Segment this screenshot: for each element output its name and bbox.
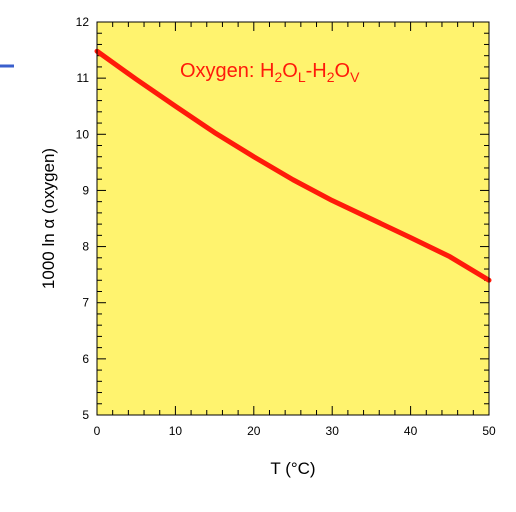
annotation-sub-3: 2 [327, 69, 335, 85]
y-axis-title: 1000 ln α (oxygen) [39, 148, 58, 289]
x-axis-title: T (°C) [270, 459, 315, 478]
y-tick-label: 5 [82, 408, 89, 422]
x-tick-label: 40 [404, 424, 418, 438]
x-tick-label: 20 [247, 424, 261, 438]
y-tick-label: 7 [82, 296, 89, 310]
annotation-mid-2: -H [306, 60, 327, 82]
plot-area [97, 22, 489, 415]
annotation-sub-1: 2 [274, 69, 282, 85]
annotation-sub-4: V [350, 69, 360, 85]
y-tick-label: 11 [77, 71, 90, 85]
series-line [94, 48, 492, 283]
y-tick-labels: 5 6 7 8 9 10 11 12 [76, 15, 90, 422]
y-tick-label: 6 [82, 352, 89, 366]
x-tick-label: 0 [94, 424, 101, 438]
annotation-mid-3: O [335, 60, 351, 82]
annotation-mid-1: O [282, 60, 298, 82]
y-tick-label: 12 [76, 15, 90, 29]
annotation-prefix: Oxygen: H [180, 60, 274, 82]
x-tick-labels: 0 10 20 30 40 50 [94, 424, 496, 438]
y-tick-label: 8 [82, 240, 89, 254]
y-tick-label: 9 [82, 183, 89, 197]
x-tick-label: 50 [482, 424, 496, 438]
annotation-sub-2: L [298, 69, 306, 85]
series-group [94, 48, 492, 283]
plot-frame [96, 21, 490, 416]
x-tick-label: 10 [169, 424, 183, 438]
x-tick-label: 30 [326, 424, 340, 438]
chart-annotation: Oxygen: H2OL-H2OV [180, 60, 360, 85]
y-tick-label: 10 [76, 127, 90, 141]
